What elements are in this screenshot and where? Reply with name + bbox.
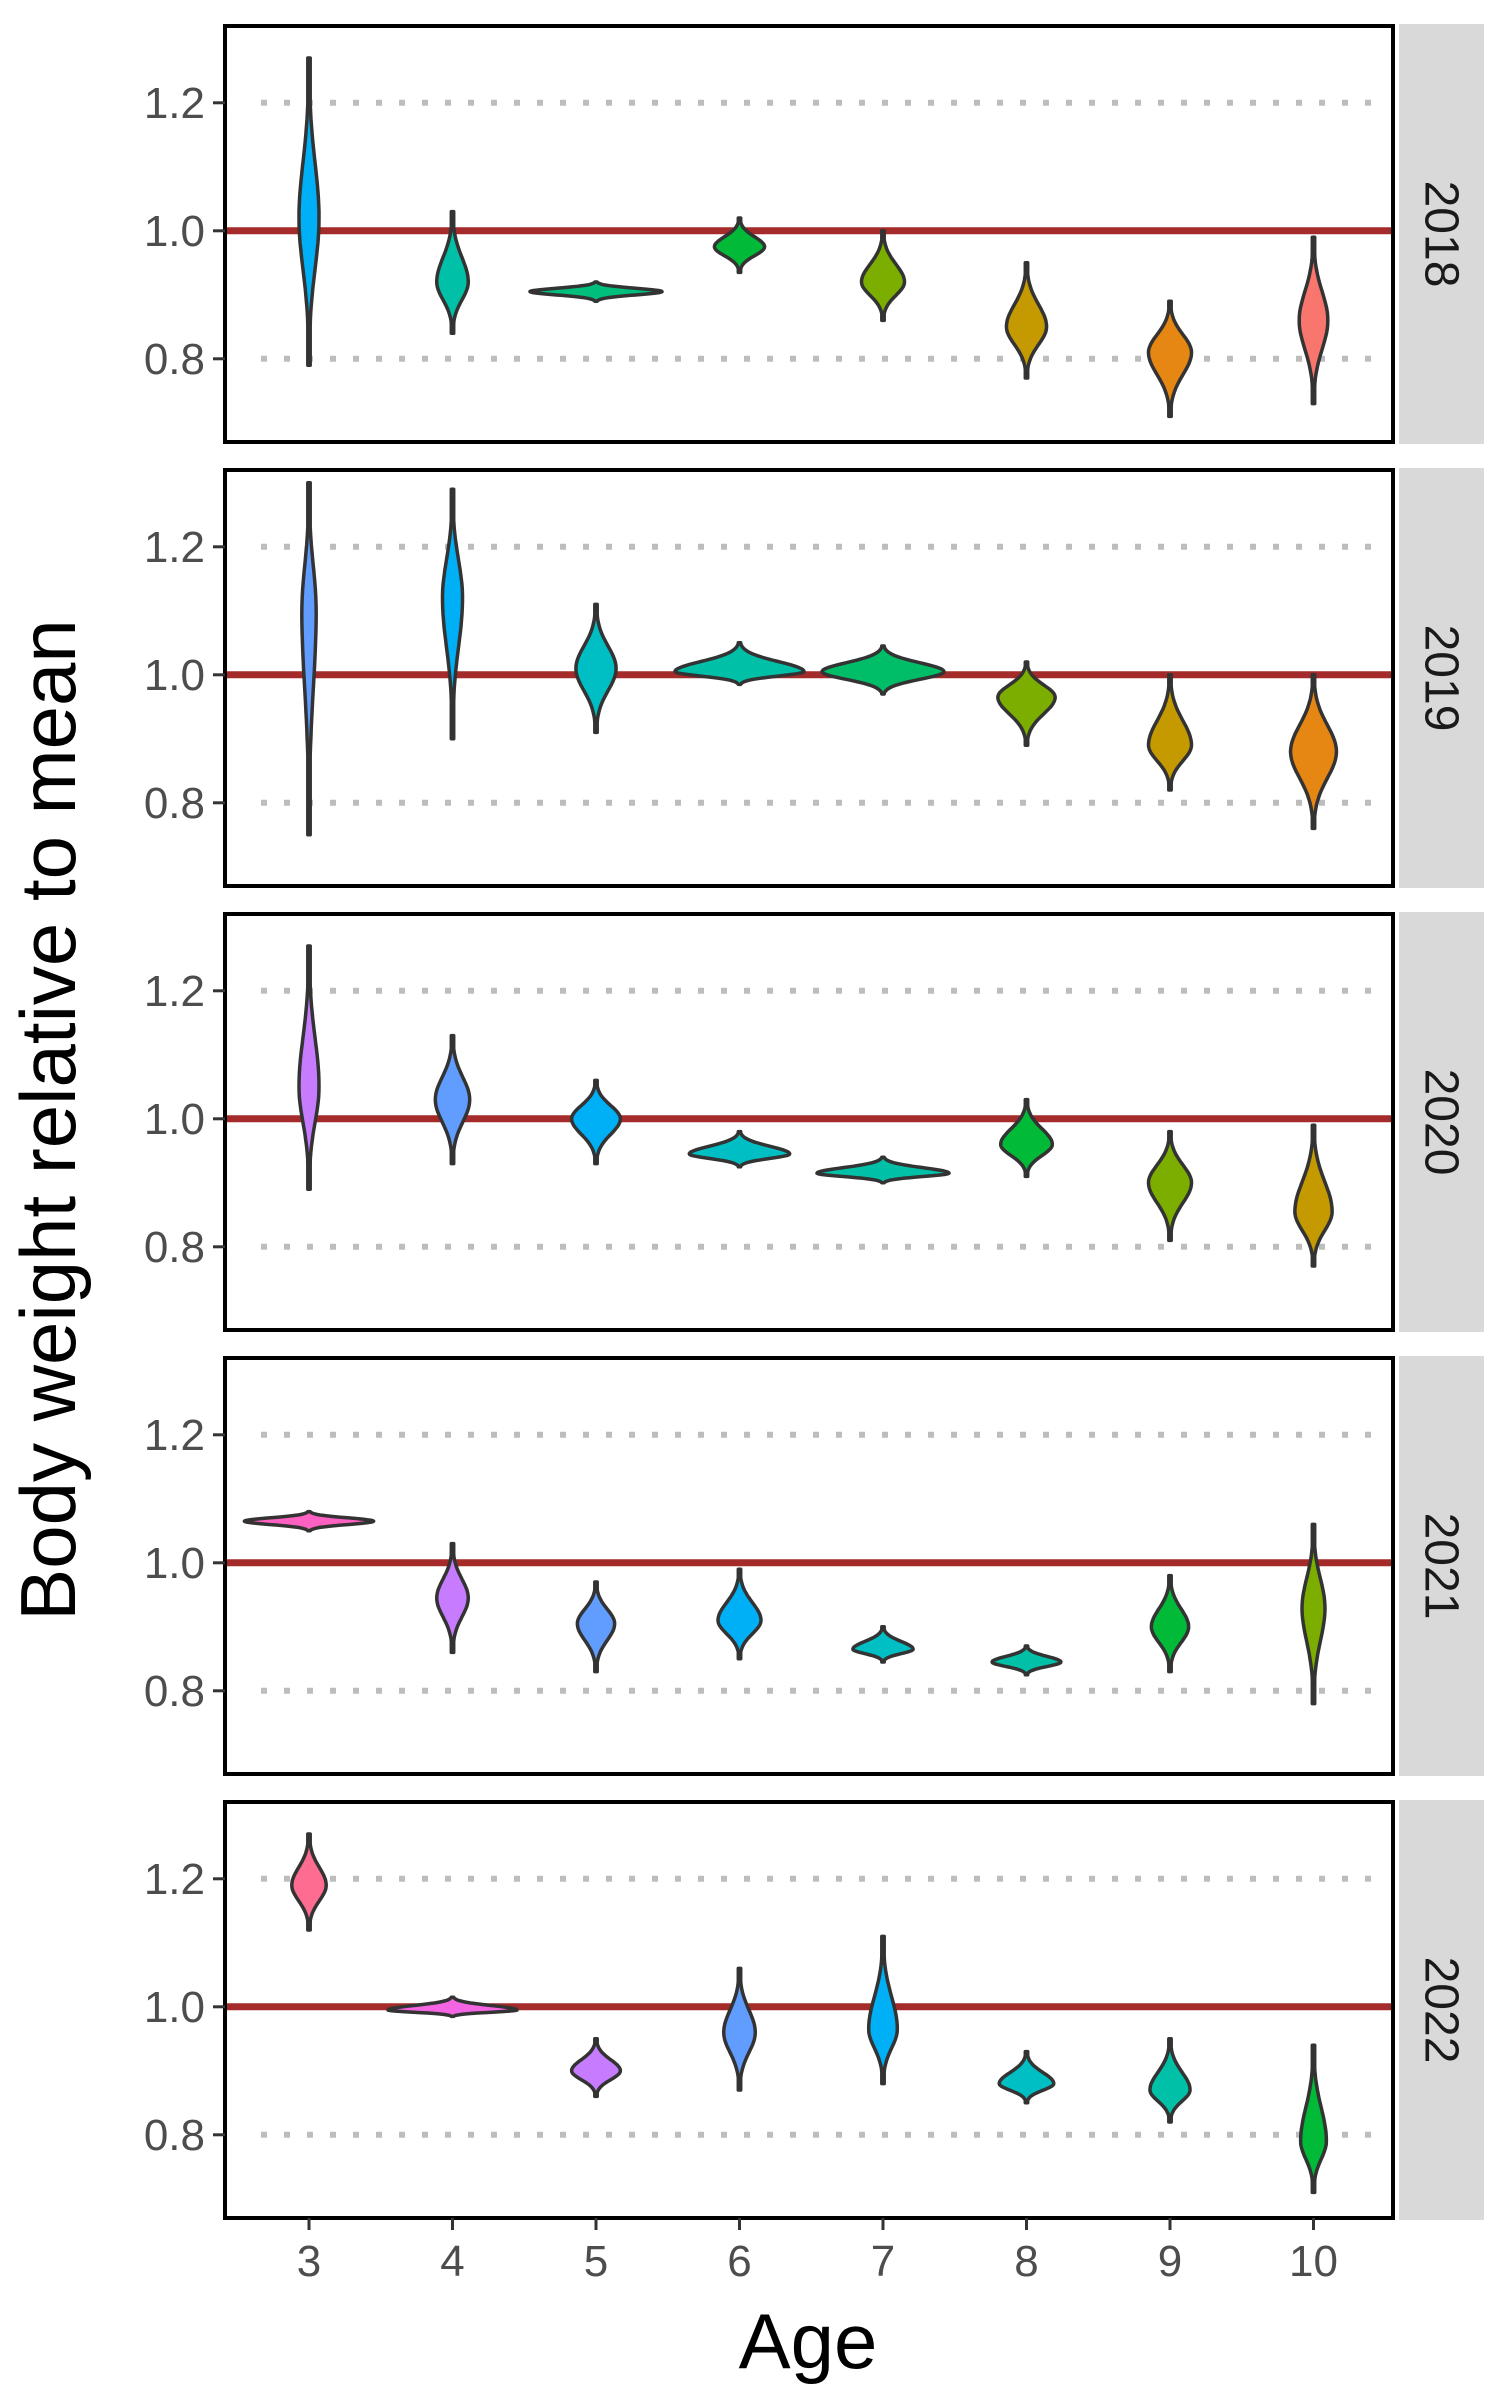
- strip-label: 2020: [1415, 1069, 1468, 1176]
- strip-background: [1399, 1800, 1484, 2220]
- y-tick-label: 1.2: [144, 967, 205, 1016]
- panel-2022: 2022 0.8 1.0 1.2: [144, 1800, 1484, 2220]
- violin-age-7: [859, 229, 907, 323]
- y-tick-label: 0.8: [144, 779, 205, 828]
- y-axis-title: Body weight relative to mean: [4, 619, 92, 1621]
- strip-label: 2022: [1415, 1957, 1468, 2064]
- violin-age-8: [998, 1097, 1055, 1179]
- violin-age-3: [297, 56, 321, 367]
- panel-border: [223, 468, 1395, 888]
- violin-age-7: [815, 1155, 951, 1185]
- x-tick-label: 10: [1289, 2237, 1338, 2286]
- y-tick-label: 1.0: [144, 1539, 205, 1588]
- panel-2019: 2019 0.8 1.0 1.2: [144, 468, 1484, 888]
- violin-age-4: [386, 1995, 519, 2019]
- violin-age-9: [1149, 1573, 1191, 1674]
- y-tick-label: 1.0: [144, 651, 205, 700]
- violin-age-5: [569, 2037, 623, 2099]
- strip-label: 2021: [1415, 1513, 1468, 1620]
- strip-background: [1399, 468, 1484, 888]
- x-tick-label: 8: [1014, 2237, 1038, 2286]
- x-tick-label: 4: [440, 2237, 464, 2286]
- violin-age-5: [528, 280, 664, 303]
- y-tick-label: 1.0: [144, 1095, 205, 1144]
- strip-label: 2018: [1415, 181, 1468, 288]
- violin-age-9: [1146, 299, 1194, 419]
- violin-age-10: [1300, 1522, 1327, 1706]
- panel-2018: 2018 0.8 1.0 1.2: [144, 24, 1484, 444]
- y-tick-label: 1.2: [144, 1855, 205, 1904]
- violin-age-6: [716, 1567, 763, 1661]
- strip-background: [1399, 912, 1484, 1332]
- x-tick-label: 3: [297, 2237, 321, 2286]
- violin-age-8: [997, 2049, 1056, 2105]
- violin-age-9: [1148, 2037, 1192, 2124]
- violin-age-10: [1293, 1123, 1334, 1268]
- y-tick-label: 0.8: [144, 1667, 205, 1716]
- violin-age-4: [434, 1541, 471, 1655]
- y-tick-label: 1.2: [144, 523, 205, 572]
- violin-age-4: [440, 487, 465, 741]
- panels-layer: 20180.81.01.220190.81.01.220200.81.01.22…: [144, 24, 1484, 2286]
- violin-age-4: [433, 1033, 472, 1166]
- y-tick-label: 0.8: [144, 1223, 205, 1272]
- strip-background: [1399, 1356, 1484, 1776]
- x-tick-label: 5: [584, 2237, 608, 2286]
- y-tick-label: 1.2: [144, 1411, 205, 1460]
- y-tick-label: 0.8: [144, 2111, 205, 2160]
- violin-age-6: [721, 1966, 758, 2092]
- panel-2021: 2021 0.8 1.0 1.2: [144, 1356, 1484, 1776]
- violin-age-7: [820, 644, 946, 696]
- x-axis-title: Age: [739, 2297, 878, 2385]
- violin-age-7: [866, 1934, 900, 2086]
- violin-age-4: [434, 209, 471, 335]
- panel-border: [223, 24, 1395, 444]
- violin-age-3: [300, 481, 318, 837]
- y-tick-label: 1.0: [144, 1983, 205, 2032]
- violin-age-8: [996, 660, 1057, 747]
- x-tick-label: 7: [871, 2237, 895, 2286]
- violin-age-6: [712, 216, 767, 275]
- violin-age-8: [990, 1644, 1063, 1677]
- x-tick-label: 9: [1158, 2237, 1182, 2286]
- violin-age-8: [1004, 261, 1049, 380]
- violin-age-9: [1146, 1129, 1194, 1243]
- strip-label: 2019: [1415, 625, 1468, 732]
- panel-border: [223, 912, 1395, 1332]
- panel-border: [223, 1800, 1395, 2220]
- violin-age-9: [1146, 673, 1194, 792]
- violin-age-3: [297, 944, 321, 1191]
- panel-2020: 2020 0.8 1.0 1.2: [144, 912, 1484, 1332]
- violin-age-10: [1298, 2043, 1329, 2195]
- violin-age-6: [687, 1129, 792, 1169]
- violin-age-10: [1288, 673, 1339, 831]
- violin-age-10: [1297, 235, 1330, 406]
- y-tick-label: 1.2: [144, 79, 205, 128]
- x-tick-label: 6: [727, 2237, 751, 2286]
- y-tick-label: 1.0: [144, 207, 205, 256]
- violin-age-5: [574, 602, 618, 735]
- strip-background: [1399, 24, 1484, 444]
- y-tick-label: 0.8: [144, 335, 205, 384]
- violin-age-3: [290, 1832, 328, 1932]
- violin-age-6: [673, 641, 806, 687]
- panel-border: [223, 1356, 1395, 1776]
- violin-age-5: [569, 1078, 623, 1166]
- violin-age-7: [851, 1625, 915, 1664]
- violin-age-5: [575, 1580, 617, 1674]
- violin-age-3: [242, 1509, 376, 1533]
